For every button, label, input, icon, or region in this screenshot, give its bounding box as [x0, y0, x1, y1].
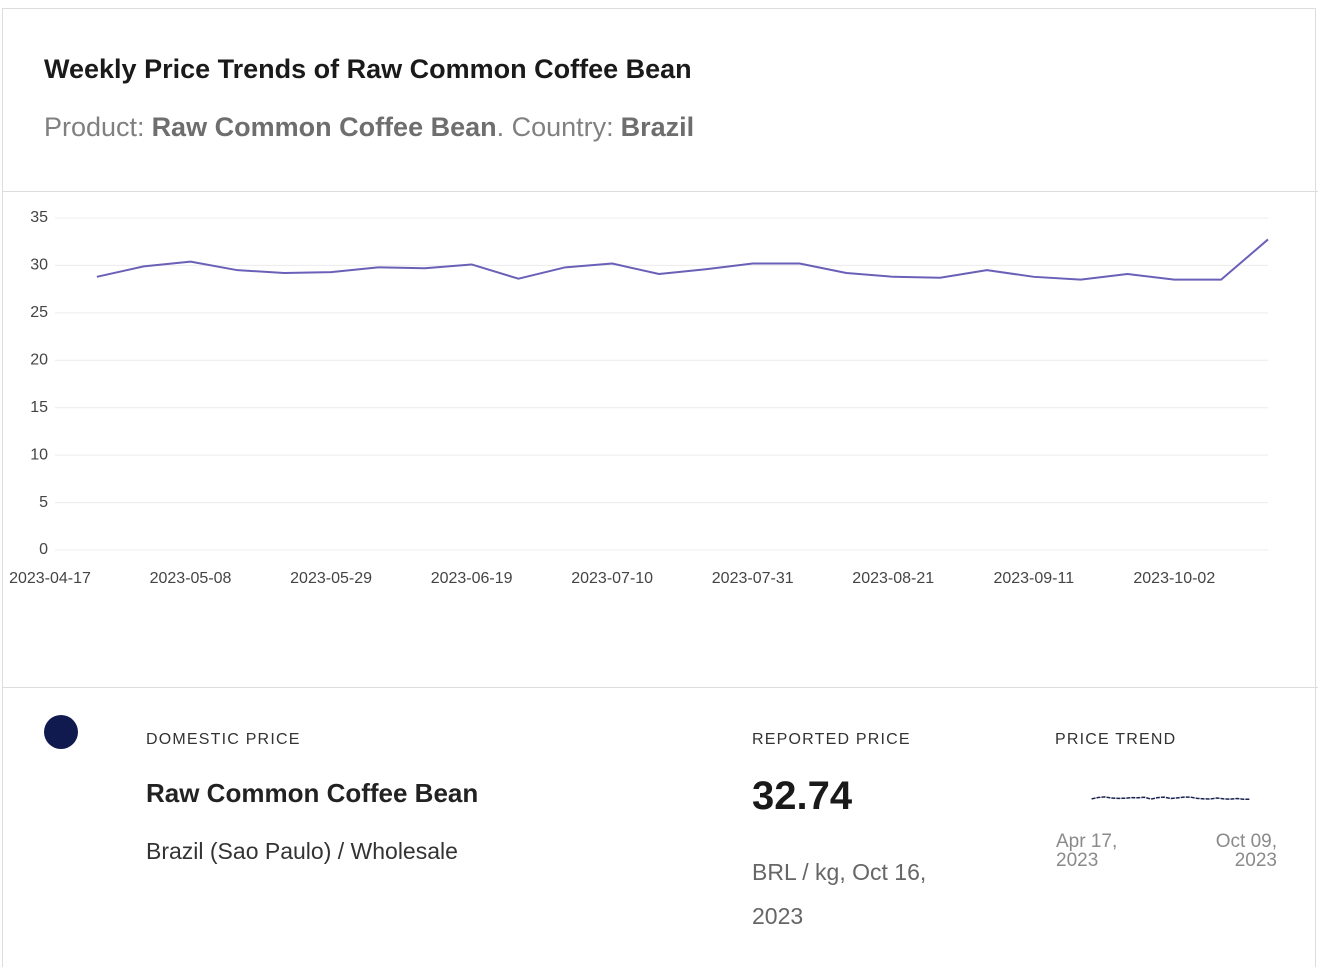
trend-end: Oct 09, 2023 [1215, 831, 1277, 871]
y-tick-label: 25 [30, 304, 48, 321]
subtitle-label: . Country: [496, 112, 614, 142]
price-unit: BRL / kg, Oct 16, 2023 [752, 859, 927, 929]
y-tick-label: 5 [39, 494, 48, 511]
x-tick-label: 2023-06-19 [431, 570, 513, 587]
x-tick-label: 2023-08-21 [852, 570, 934, 587]
x-tick-label: 2023-07-31 [712, 570, 794, 587]
product-name: Raw Common Coffee Bean [146, 778, 479, 808]
legend-dot [44, 715, 78, 749]
section-label: DOMESTIC PRICE [146, 731, 301, 748]
y-tick-label: 15 [30, 399, 48, 416]
market: Brazil (Sao Paulo) / Wholesale [146, 838, 458, 864]
x-tick-label: 2023-10-02 [1133, 570, 1215, 587]
trend-start: Apr 17, 2023 [1056, 831, 1118, 871]
section-label: REPORTED PRICE [752, 731, 911, 748]
subtitle-product: Raw Common Coffee Bean [151, 112, 497, 142]
card-border [2, 8, 1316, 967]
series-line [96, 238, 1269, 281]
sparkline [1091, 796, 1250, 800]
x-tick-label: 2023-04-17 [9, 570, 91, 587]
y-tick-label: 35 [30, 209, 48, 226]
x-tick-label: 2023-05-08 [150, 570, 232, 587]
x-tick-label: 2023-09-11 [993, 570, 1074, 587]
separator [2, 191, 1318, 192]
y-tick-label: 10 [30, 446, 48, 463]
x-tick-label: 2023-05-29 [290, 570, 372, 587]
section-label: PRICE TREND [1055, 731, 1177, 748]
price: 32.74 [752, 774, 853, 818]
x-tick-label: 2023-07-10 [571, 570, 653, 587]
chart-subtitle: Product: Raw Common Coffee Bean. Country:… [44, 112, 694, 143]
subtitle-label: Product: [44, 112, 145, 142]
chart-title: Weekly Price Trends of Raw Common Coffee… [44, 54, 692, 84]
separator [2, 687, 1318, 688]
y-tick-label: 30 [30, 257, 48, 274]
y-tick-label: 0 [39, 541, 48, 558]
subtitle-country: Brazil [620, 112, 695, 142]
y-tick-label: 20 [30, 352, 48, 369]
